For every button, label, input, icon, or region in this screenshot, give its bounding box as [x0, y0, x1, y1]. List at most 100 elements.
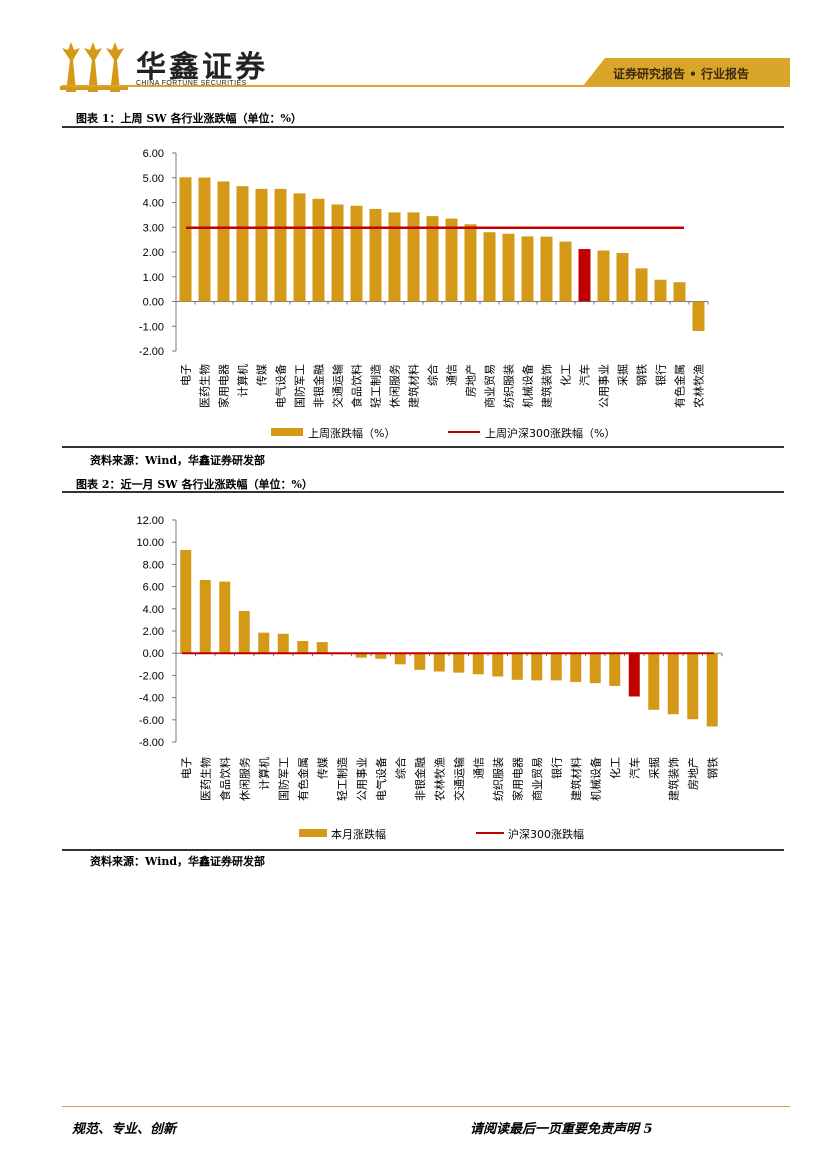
x-tick-label: 食品饮料 — [218, 757, 232, 801]
y-tick-label: -1.00 — [139, 321, 164, 333]
bar — [180, 549, 192, 654]
x-tick-label: 商业贸易 — [530, 757, 544, 801]
y-tick-label: 1.00 — [143, 272, 164, 284]
x-tick-label: 电子 — [180, 364, 193, 386]
y-tick-label: 5.00 — [143, 173, 164, 185]
legend-swatch-bar — [271, 428, 303, 436]
x-tick-label: 交通运输 — [452, 757, 466, 801]
x-tick-label: 化工 — [608, 757, 622, 779]
bar — [578, 249, 591, 302]
bar — [316, 642, 328, 654]
x-tick-label: 房地产 — [464, 364, 478, 397]
x-tick-label: 汽车 — [578, 364, 592, 386]
x-tick-label: 国防军工 — [293, 364, 307, 408]
y-tick-label: 2.00 — [143, 626, 164, 638]
bar — [502, 233, 515, 302]
bar — [648, 653, 660, 710]
x-tick-label: 机械设备 — [521, 364, 535, 408]
y-tick-label: 3.00 — [143, 222, 164, 234]
bar — [388, 212, 401, 302]
x-tick-label: 钢铁 — [706, 757, 719, 779]
x-tick-label: 机械设备 — [588, 757, 602, 801]
x-tick-label: 钢铁 — [636, 364, 649, 386]
footer-divider — [62, 1106, 790, 1107]
bar — [464, 224, 477, 302]
bar — [217, 181, 230, 302]
legend-label-bar: 本月涨跌幅 — [331, 827, 386, 841]
bar — [531, 653, 543, 681]
x-tick-label: 通信 — [472, 757, 485, 779]
report-type-tab-shape — [583, 58, 790, 86]
x-tick-label: 采掘 — [647, 757, 661, 779]
figure2-chart-svg: 12.00 10.00 8.00 6.00 4.00 2.00 0.00 -2.00 -4.00… — [136, 515, 723, 841]
bar — [293, 193, 306, 302]
bar — [483, 232, 496, 302]
x-tick-label: 有色金属 — [673, 364, 687, 408]
bar — [375, 653, 387, 659]
bar — [706, 653, 718, 727]
x-tick-label: 商业贸易 — [483, 364, 497, 408]
x-tick-label: 国防军工 — [276, 757, 290, 801]
bar — [198, 177, 211, 302]
bar — [255, 188, 268, 302]
x-tick-label: 电子 — [180, 757, 193, 779]
x-tick-label: 有色金属 — [296, 757, 310, 801]
bar — [414, 653, 426, 670]
company-name-en: CHINA FORTUNE SECURITIES — [136, 80, 247, 87]
bar — [673, 282, 686, 302]
bar — [238, 611, 250, 654]
x-tick-label: 休闲服务 — [237, 757, 251, 801]
bar — [274, 188, 287, 302]
bar — [350, 205, 363, 302]
x-tick-label: 休闲服务 — [388, 364, 402, 408]
x-tick-label: 建筑装饰 — [540, 364, 554, 408]
y-tick-label: -2.00 — [139, 346, 164, 358]
figure2-top-rule — [62, 491, 784, 493]
y-tick-label: -8.00 — [139, 737, 164, 749]
x-tick-label: 交通运输 — [331, 364, 345, 408]
y-tick-label: 12.00 — [136, 515, 164, 527]
bar — [445, 218, 458, 302]
bar — [433, 653, 445, 672]
bar — [258, 632, 270, 654]
figure1-source: 资料来源：Wind，华鑫证券研发部 — [90, 454, 266, 467]
x-tick-label: 食品饮料 — [350, 364, 364, 408]
figure1-title: 图表 1：上周 SW 各行业涨跌幅（单位：%） — [76, 112, 302, 125]
y-tick-label: 10.00 — [136, 537, 164, 549]
y-tick-label: -4.00 — [139, 693, 164, 705]
bar — [616, 252, 629, 302]
legend-swatch-bar — [299, 829, 327, 837]
bar — [236, 186, 249, 302]
bar — [297, 640, 309, 654]
y-tick-label: -6.00 — [139, 715, 164, 727]
bar — [667, 653, 679, 715]
x-tick-label: 汽车 — [627, 757, 641, 779]
legend-label-bar: 上周涨跌幅（%） — [308, 426, 395, 440]
x-tick-label: 非银金融 — [312, 364, 326, 408]
bar — [589, 653, 601, 684]
bar — [540, 236, 553, 302]
bar — [635, 268, 648, 302]
figure1-bottom-rule — [62, 446, 784, 448]
figure1-top-rule — [62, 126, 784, 128]
x-tick-label: 采掘 — [616, 364, 630, 386]
y-tick-label: 6.00 — [143, 148, 164, 160]
x-tick-label: 传媒 — [256, 364, 269, 386]
x-tick-label: 电气设备 — [274, 364, 288, 408]
bar — [692, 301, 705, 331]
bar — [550, 653, 562, 681]
legend-label-line: 沪深300涨跌幅 — [508, 827, 584, 841]
x-tick-label: 轻工制造 — [369, 364, 383, 408]
x-tick-label: 计算机 — [236, 364, 250, 397]
x-tick-label: 综合 — [426, 364, 440, 386]
figure2-title: 图表 2：近一月 SW 各行业涨跌幅（单位：%） — [76, 478, 313, 491]
y-tick-label: 4.00 — [143, 604, 164, 616]
y-tick-label: 2.00 — [143, 247, 164, 259]
bar — [511, 653, 523, 680]
footer-slogan: 规范、专业、创新 — [72, 1122, 177, 1137]
header-divider — [62, 85, 790, 87]
bar — [355, 653, 367, 658]
x-tick-label: 计算机 — [257, 757, 271, 790]
legend-label-line: 上周沪深300涨跌幅（%） — [485, 426, 615, 440]
x-tick-label: 综合 — [393, 757, 407, 779]
